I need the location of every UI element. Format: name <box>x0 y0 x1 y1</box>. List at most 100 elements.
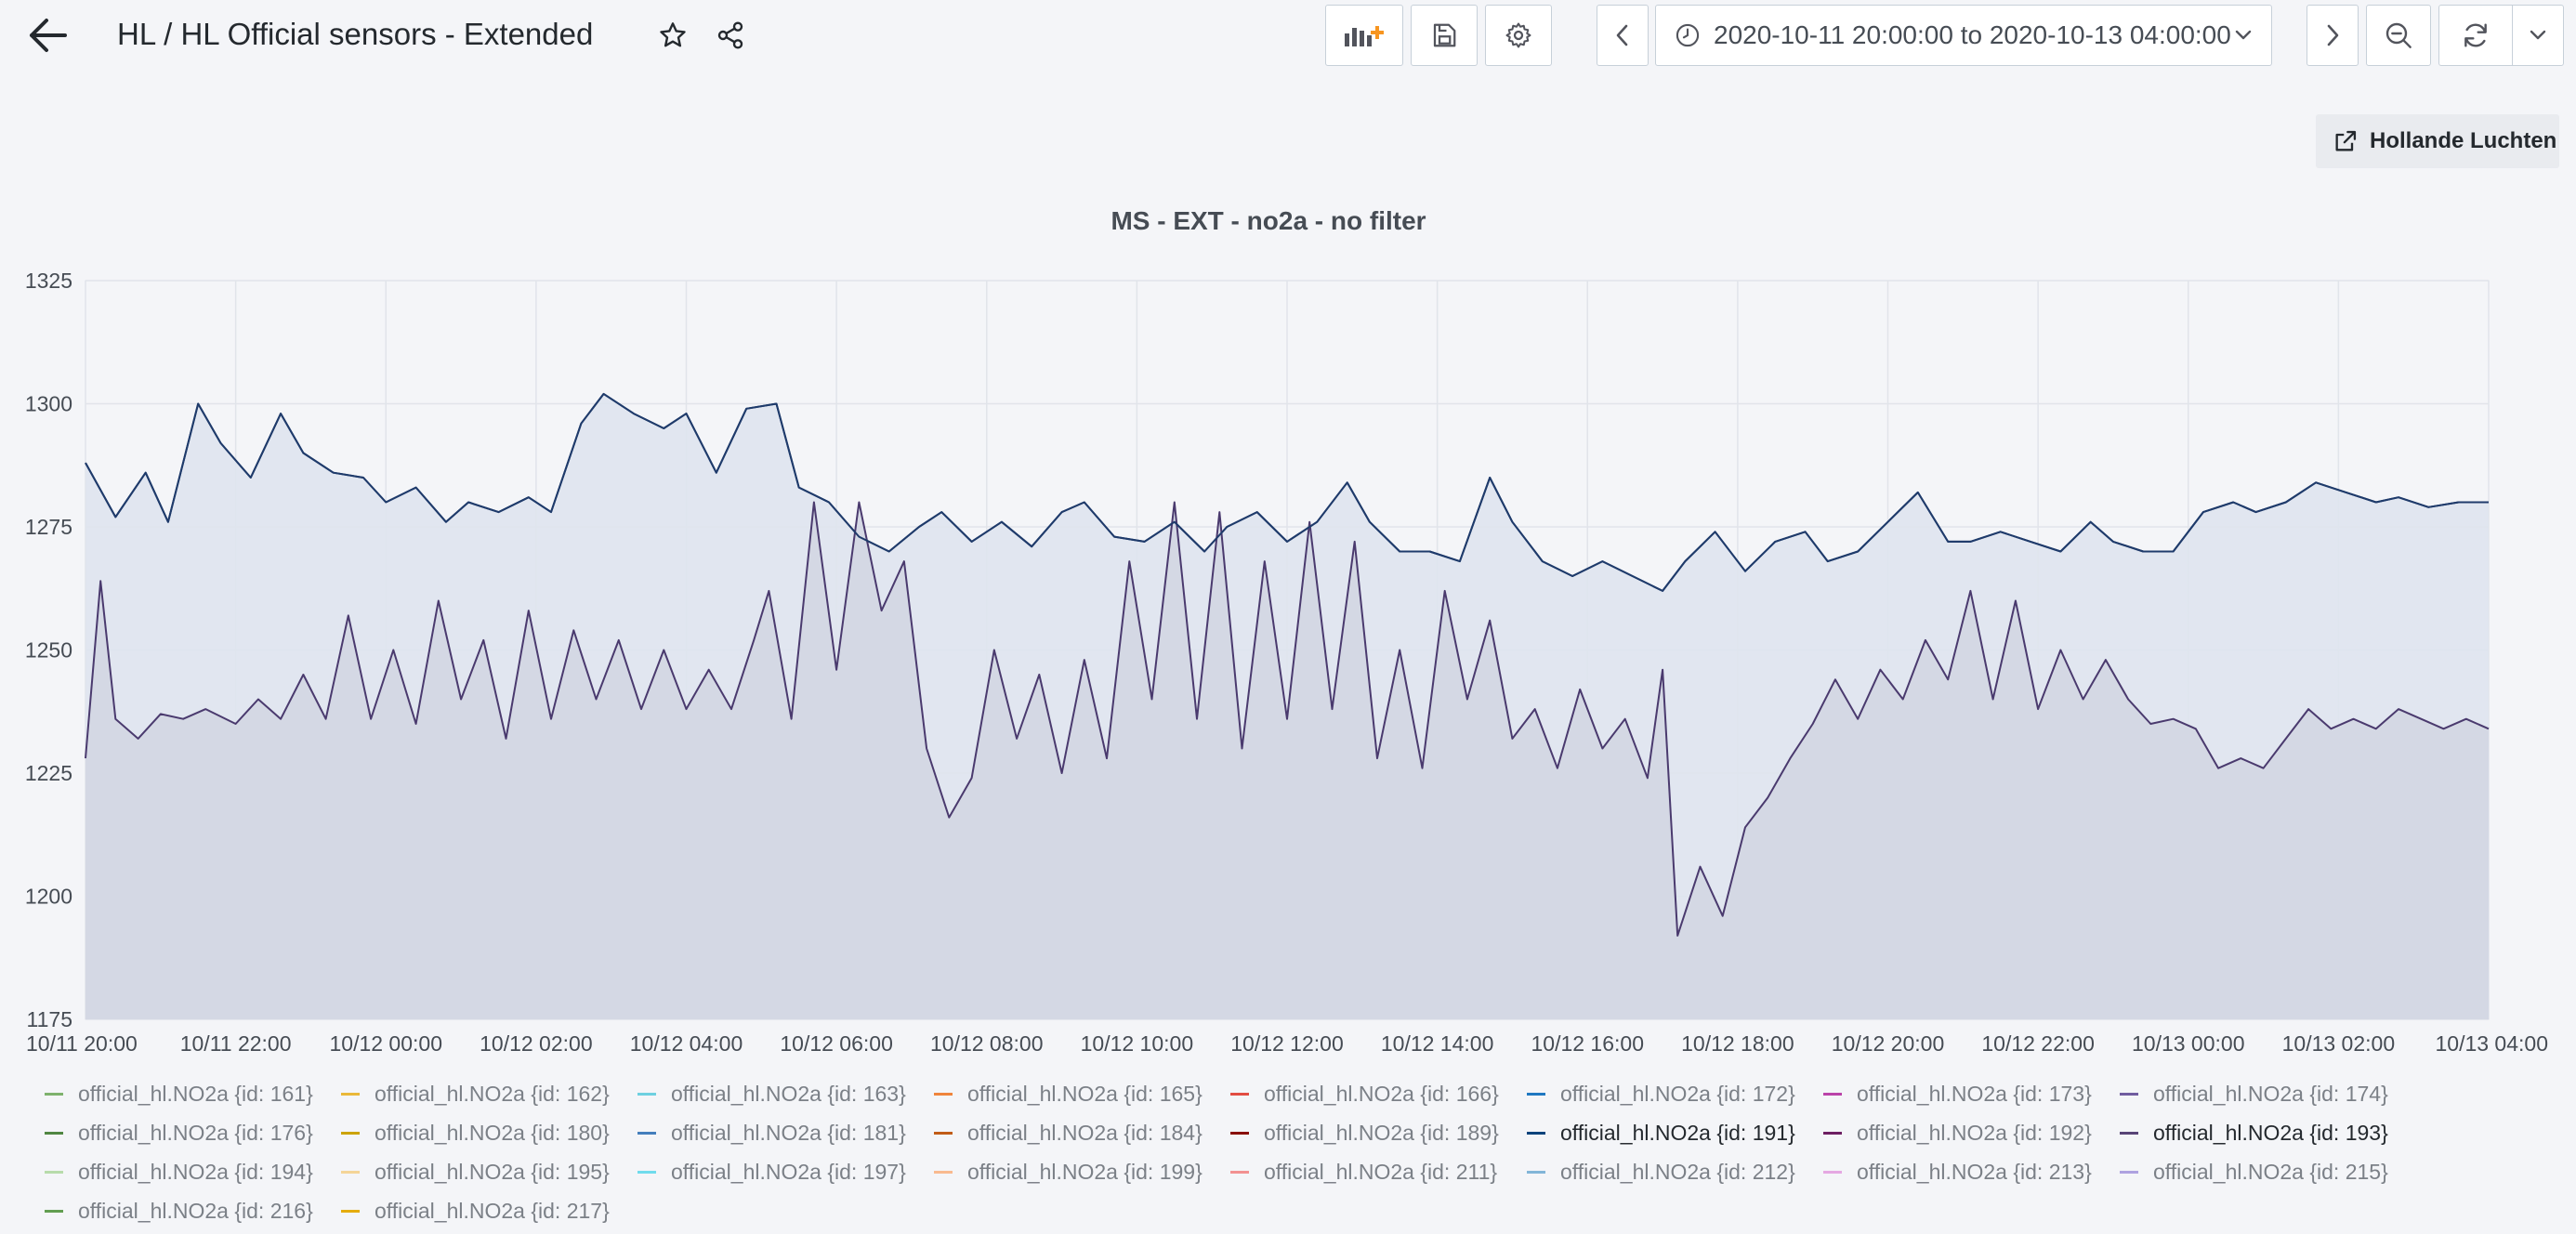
legend-item[interactable]: official_hl.NO2a {id: 211} <box>1230 1160 1527 1185</box>
legend-color-swatch <box>1823 1092 1842 1096</box>
save-icon <box>1433 23 1456 47</box>
legend-label: official_hl.NO2a {id: 193} <box>2153 1120 2388 1145</box>
legend-label: official_hl.NO2a {id: 215} <box>2153 1159 2388 1184</box>
legend-label: official_hl.NO2a {id: 197} <box>671 1159 906 1184</box>
legend-item[interactable]: official_hl.NO2a {id: 191} <box>1527 1121 1823 1146</box>
legend-label: official_hl.NO2a {id: 191} <box>1560 1120 1795 1145</box>
legend-item[interactable]: official_hl.NO2a {id: 165} <box>934 1082 1230 1107</box>
legend-row: official_hl.NO2a {id: 176} official_hl.NO… <box>45 1113 2535 1152</box>
back-button[interactable] <box>22 13 72 58</box>
zoom-out-icon <box>2385 22 2412 48</box>
legend-color-swatch <box>341 1170 360 1174</box>
legend-item[interactable]: official_hl.NO2a {id: 173} <box>1823 1082 2120 1107</box>
arrow-left-icon <box>30 19 67 52</box>
legend-item[interactable]: official_hl.NO2a {id: 217} <box>341 1199 637 1224</box>
legend-label: official_hl.NO2a {id: 173} <box>1857 1081 2092 1106</box>
refresh-button[interactable] <box>2438 5 2513 66</box>
share-icon <box>717 21 743 49</box>
x-tick-label: 10/12 16:00 <box>1531 1031 1644 1056</box>
panel-title[interactable]: MS - EXT - no2a - no filter <box>1111 206 1426 235</box>
legend-label: official_hl.NO2a {id: 176} <box>78 1120 313 1145</box>
x-axis: 10/11 20:00 10/11 22:00 10/12 00:00 10/12 0… <box>26 1031 2548 1056</box>
share-button[interactable] <box>712 17 749 54</box>
x-tick-label: 10/12 22:00 <box>1981 1031 2095 1056</box>
x-tick-label: 10/12 12:00 <box>1230 1031 1344 1056</box>
legend-color-swatch <box>1230 1170 1249 1174</box>
y-tick-label: 1200 <box>25 885 72 909</box>
refresh-interval-dropdown[interactable] <box>2512 5 2564 66</box>
legend-item[interactable]: official_hl.NO2a {id: 181} <box>637 1121 934 1146</box>
legend-color-swatch <box>341 1131 360 1135</box>
legend-item[interactable]: official_hl.NO2a {id: 162} <box>341 1082 637 1107</box>
graph-legend: official_hl.NO2a {id: 161} official_hl.NO… <box>45 1074 2535 1230</box>
y-tick-label: 1175 <box>27 1007 72 1031</box>
legend-color-swatch <box>1527 1170 1545 1174</box>
save-dashboard-button[interactable] <box>1411 5 1478 66</box>
legend-color-swatch <box>341 1092 360 1096</box>
legend-item[interactable]: official_hl.NO2a {id: 176} <box>45 1121 341 1146</box>
legend-item[interactable]: official_hl.NO2a {id: 192} <box>1823 1121 2120 1146</box>
y-tick-label: 1300 <box>25 392 72 416</box>
legend-item[interactable]: official_hl.NO2a {id: 163} <box>637 1082 934 1107</box>
legend-item[interactable]: official_hl.NO2a {id: 166} <box>1230 1082 1527 1107</box>
legend-item[interactable]: official_hl.NO2a {id: 193} <box>2120 1121 2416 1146</box>
legend-label: official_hl.NO2a {id: 192} <box>1857 1120 2092 1145</box>
time-range-back-button[interactable] <box>1597 5 1649 66</box>
gear-icon <box>1505 22 1531 48</box>
legend-item[interactable]: official_hl.NO2a {id: 184} <box>934 1121 1230 1146</box>
legend-item[interactable]: official_hl.NO2a {id: 174} <box>2120 1082 2416 1107</box>
x-tick-label: 10/13 00:00 <box>2132 1031 2245 1056</box>
time-range-forward-button[interactable] <box>2307 5 2359 66</box>
legend-label: official_hl.NO2a {id: 174} <box>2153 1081 2388 1106</box>
x-tick-label: 10/12 18:00 <box>1681 1031 1794 1056</box>
graph-panel-chart[interactable]: 1325 1300 1275 1250 1225 1200 1175 10/11 20:00… <box>0 260 2576 1059</box>
dashboard-settings-button[interactable] <box>1485 5 1552 66</box>
legend-item[interactable]: official_hl.NO2a {id: 172} <box>1527 1082 1823 1107</box>
zoom-out-button[interactable] <box>2366 5 2431 66</box>
legend-label: official_hl.NO2a {id: 162} <box>375 1081 610 1106</box>
legend-item[interactable]: official_hl.NO2a {id: 199} <box>934 1160 1230 1185</box>
star-button[interactable] <box>654 17 691 54</box>
star-icon <box>660 22 686 47</box>
legend-color-swatch <box>2120 1092 2138 1096</box>
legend-item[interactable]: official_hl.NO2a {id: 215} <box>2120 1160 2416 1185</box>
legend-label: official_hl.NO2a {id: 180} <box>375 1120 610 1145</box>
legend-label: official_hl.NO2a {id: 161} <box>78 1081 313 1106</box>
legend-item[interactable]: official_hl.NO2a {id: 189} <box>1230 1121 1527 1146</box>
dashboard-link-hollande-luchten[interactable]: Hollande Luchten <box>2316 114 2559 168</box>
legend-item[interactable]: official_hl.NO2a {id: 195} <box>341 1160 637 1185</box>
legend-label: official_hl.NO2a {id: 195} <box>375 1159 610 1184</box>
add-panel-icon <box>1345 26 1384 46</box>
clock-icon <box>1676 23 1700 47</box>
legend-label: official_hl.NO2a {id: 216} <box>78 1198 313 1223</box>
add-panel-button[interactable] <box>1325 5 1403 66</box>
legend-label: official_hl.NO2a {id: 212} <box>1560 1159 1795 1184</box>
legend-item[interactable]: official_hl.NO2a {id: 194} <box>45 1160 341 1185</box>
legend-color-swatch <box>341 1209 360 1213</box>
legend-label: official_hl.NO2a {id: 166} <box>1264 1081 1499 1106</box>
legend-item[interactable]: official_hl.NO2a {id: 212} <box>1527 1160 1823 1185</box>
legend-item[interactable]: official_hl.NO2a {id: 216} <box>45 1199 341 1224</box>
x-tick-label: 10/12 20:00 <box>1832 1031 1945 1056</box>
legend-label: official_hl.NO2a {id: 199} <box>967 1159 1203 1184</box>
series-line-overlay <box>85 392 2489 592</box>
legend-item[interactable]: official_hl.NO2a {id: 197} <box>637 1160 934 1185</box>
legend-row: official_hl.NO2a {id: 216} official_hl.NO… <box>45 1191 2535 1230</box>
chevron-down-icon <box>2530 30 2546 40</box>
legend-label: official_hl.NO2a {id: 181} <box>671 1120 906 1145</box>
legend-item[interactable]: official_hl.NO2a {id: 213} <box>1823 1160 2120 1185</box>
x-tick-label: 10/13 02:00 <box>2282 1031 2396 1056</box>
legend-color-swatch <box>45 1209 63 1213</box>
legend-item[interactable]: official_hl.NO2a {id: 161} <box>45 1082 341 1107</box>
legend-color-swatch <box>45 1131 63 1135</box>
page-title[interactable]: HL / HL Official sensors - Extended <box>117 17 594 51</box>
x-tick-label: 10/12 02:00 <box>480 1031 593 1056</box>
time-range-picker[interactable]: 2020-10-11 20:00:00 to 2020-10-13 04:00:… <box>1655 5 2272 66</box>
legend-color-swatch <box>1823 1131 1842 1135</box>
legend-label: official_hl.NO2a {id: 189} <box>1264 1120 1499 1145</box>
legend-row: official_hl.NO2a {id: 194} official_hl.NO… <box>45 1152 2535 1191</box>
legend-color-swatch <box>934 1092 953 1096</box>
legend-item[interactable]: official_hl.NO2a {id: 180} <box>341 1121 637 1146</box>
dashboard-link-label: Hollande Luchten <box>2370 128 2557 153</box>
y-tick-label: 1325 <box>25 269 72 293</box>
